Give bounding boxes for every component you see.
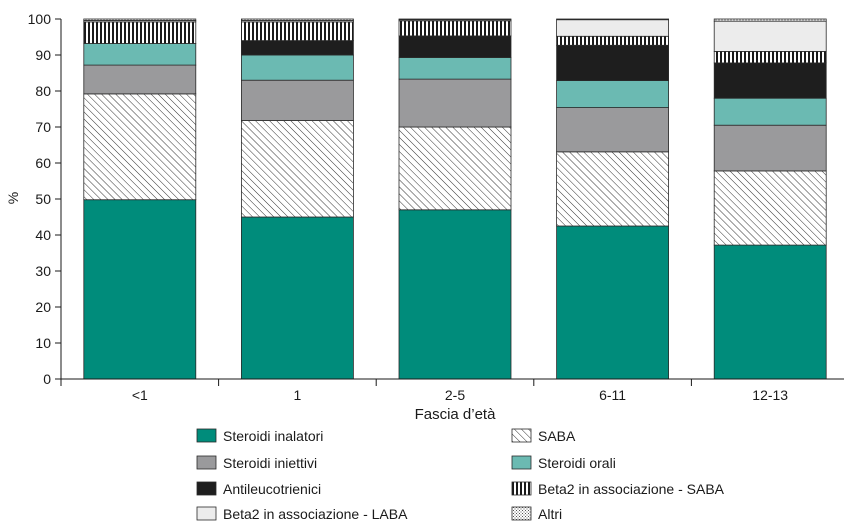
legend-swatch bbox=[196, 506, 217, 521]
bar-segment-4-5 bbox=[556, 44, 669, 81]
y-tick-label: 0 bbox=[43, 371, 51, 387]
bar-segment-1-3 bbox=[83, 64, 197, 95]
bar-segment-1-2 bbox=[83, 93, 197, 201]
bar-segment-5-2 bbox=[713, 170, 827, 246]
legend-label: Steroidi iniettivi bbox=[223, 455, 317, 471]
x-tick-label: 6-11 bbox=[599, 387, 626, 403]
y-tick-label: 30 bbox=[35, 263, 51, 279]
x-tick-label: <1 bbox=[132, 387, 148, 403]
bar-segment-5-8 bbox=[713, 18, 827, 22]
y-tick-label: 50 bbox=[35, 191, 51, 207]
bar-segment-1-1 bbox=[83, 199, 197, 380]
y-tick-label: 100 bbox=[28, 11, 52, 27]
x-tick-label: 12-13 bbox=[752, 387, 788, 403]
y-tick-label: 70 bbox=[35, 119, 51, 135]
legend-label: Steroidi inalatori bbox=[223, 428, 323, 444]
legend-swatch bbox=[511, 428, 532, 443]
bar-segment-1-8 bbox=[83, 18, 197, 21]
legend-label: SABA bbox=[538, 428, 576, 444]
bar-segment-4-1 bbox=[556, 225, 669, 380]
y-axis-title: % bbox=[5, 192, 21, 204]
bar-segment-5-3 bbox=[713, 124, 827, 172]
bar-segment-3-3 bbox=[398, 78, 512, 128]
y-tick-label: 20 bbox=[35, 299, 51, 315]
bar-segment-5-4 bbox=[713, 97, 827, 126]
legend-label: Beta2 in associazione - SABA bbox=[538, 481, 725, 497]
y-tick-label: 80 bbox=[35, 83, 51, 99]
bar-segment-1-4 bbox=[83, 43, 197, 66]
bar-segment-2-5 bbox=[240, 40, 354, 56]
x-tick-label: 1 bbox=[294, 387, 302, 403]
bar-segment-2-2 bbox=[240, 120, 354, 218]
legend-swatch bbox=[196, 428, 217, 443]
legend-swatch bbox=[511, 481, 532, 496]
bar-segment-3-5 bbox=[398, 35, 512, 58]
bar-segment-4-3 bbox=[556, 107, 669, 153]
x-axis-title: Fascia d’età bbox=[415, 406, 497, 423]
legend-swatch bbox=[511, 455, 532, 470]
bar-segment-3-2 bbox=[398, 126, 512, 211]
y-tick-label: 40 bbox=[35, 227, 51, 243]
bar-segment-3-6 bbox=[398, 20, 512, 37]
x-tick-label: 2-5 bbox=[445, 387, 465, 403]
legend-label: Steroidi orali bbox=[538, 455, 616, 471]
legend-label: Altri bbox=[538, 506, 562, 522]
legend-label: Beta2 in associazione - LABA bbox=[223, 506, 408, 522]
bar-segment-2-6 bbox=[240, 21, 354, 41]
bar-segment-3-4 bbox=[398, 57, 512, 80]
bar-segment-4-7 bbox=[556, 19, 669, 37]
y-tick-label: 10 bbox=[35, 335, 51, 351]
bar-segment-2-8 bbox=[240, 18, 354, 21]
y-tick-label: 90 bbox=[35, 47, 51, 63]
bar-segment-2-3 bbox=[240, 79, 354, 121]
bar-segment-5-6 bbox=[713, 51, 827, 64]
legend-label: Antileucotrienici bbox=[223, 481, 321, 497]
bar-segment-4-4 bbox=[556, 80, 669, 108]
legend-swatch bbox=[196, 455, 217, 470]
bar-segment-4-2 bbox=[556, 151, 669, 227]
bar-segment-1-6 bbox=[83, 21, 197, 44]
bar-segment-5-1 bbox=[713, 244, 827, 380]
bar-segment-2-1 bbox=[240, 216, 354, 380]
bar-segment-5-5 bbox=[713, 62, 827, 99]
bar-segment-4-8 bbox=[556, 18, 669, 21]
bar-segment-5-7 bbox=[713, 20, 827, 52]
y-tick-label: 60 bbox=[35, 155, 51, 171]
legend-swatch bbox=[196, 481, 217, 496]
legend: Steroidi inalatori SABA Steroidi iniettivi… bbox=[196, 428, 725, 522]
legend-swatch bbox=[511, 506, 532, 521]
bar-segment-4-6 bbox=[556, 35, 669, 46]
bar-segment-3-1 bbox=[398, 209, 512, 380]
bar-segment-3-8 bbox=[398, 18, 512, 21]
bar-segment-2-4 bbox=[240, 54, 354, 81]
